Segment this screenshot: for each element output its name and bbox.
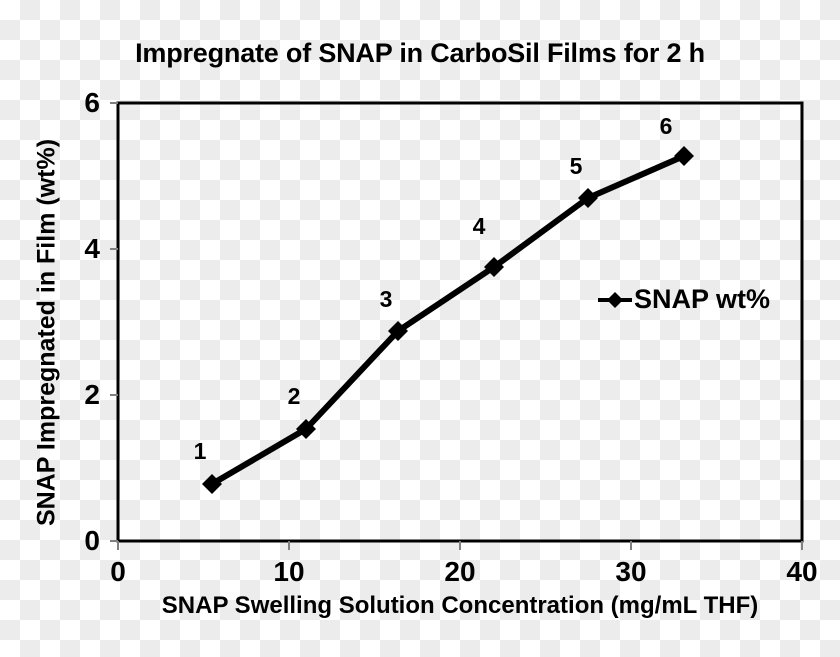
legend-marker-icon [598,291,632,308]
data-point-label-5: 5 [569,153,583,179]
data-point-label-6: 6 [659,113,673,139]
chart-legend: SNAP wt% [598,284,770,315]
series-markers [202,146,694,494]
data-point-label-3: 3 [379,286,393,312]
data-point-marker[interactable] [578,188,598,208]
y-tick-label-2: 2 [84,379,100,410]
data-point-marker[interactable] [388,321,408,341]
x-tick-label-0: 0 [110,556,126,587]
series-line [209,153,687,487]
x-tick-label-10: 10 [273,556,305,587]
data-point-label-4: 4 [472,213,486,239]
data-point-marker[interactable] [674,146,694,166]
y-tick-label-0: 0 [84,525,100,556]
x-tick-marks [117,541,803,550]
data-point-marker[interactable] [202,474,222,494]
data-point-marker[interactable] [296,419,316,439]
x-tick-label-40: 40 [786,556,818,587]
x-tick-label-20: 20 [444,556,476,587]
y-tick-marks [110,102,118,542]
plot-frame [116,101,804,543]
x-axis-title: SNAP Swelling Solution Concentration (mg… [161,592,759,619]
chart-title: Impregnate of SNAP in CarboSil Films for… [135,38,705,68]
data-point-marker[interactable] [484,257,504,277]
legend-label-snap-wt: SNAP wt% [634,284,771,314]
y-tick-label-6: 6 [84,87,100,118]
data-point-label-1: 1 [193,438,207,464]
y-tick-label-4: 4 [84,233,100,264]
data-point-label-2: 2 [287,383,301,409]
x-tick-label-30: 30 [615,556,647,587]
series-snap-wt [202,146,694,494]
